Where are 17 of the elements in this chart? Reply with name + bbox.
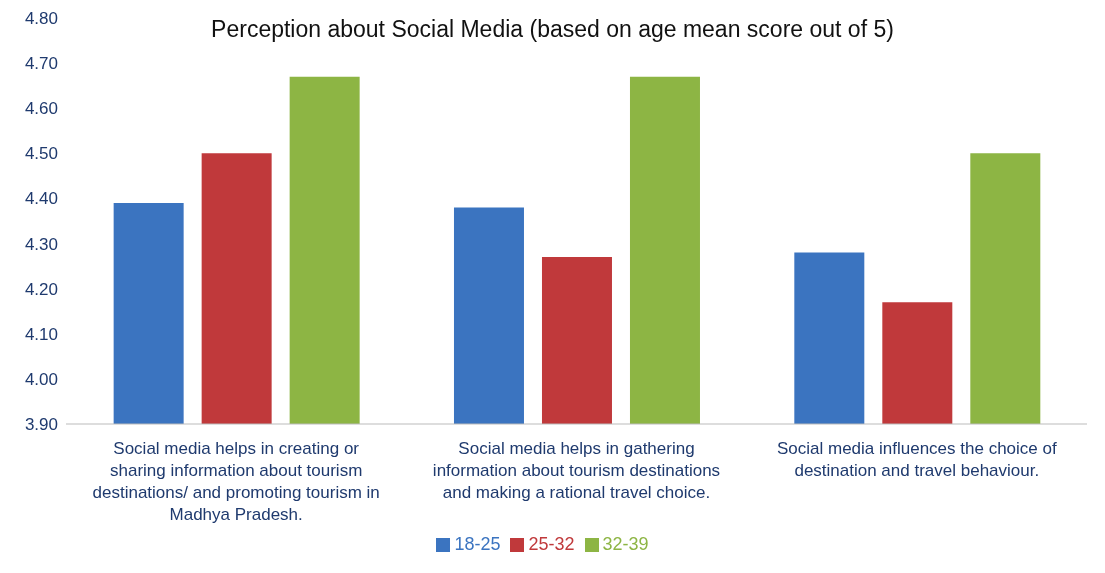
y-tick-label: 4.00 xyxy=(24,369,58,389)
y-tick-label: 4.30 xyxy=(24,234,58,254)
legend-label: 18-25 xyxy=(454,534,501,554)
y-tick-label: 4.50 xyxy=(24,144,58,164)
y-tick-label: 4.10 xyxy=(24,324,58,344)
y-tick-label: 4.40 xyxy=(24,189,58,209)
y-tick-label: 3.90 xyxy=(24,415,58,435)
x-tick-label: Social media influences the choice of destination and travel behaviour. xyxy=(776,439,1057,480)
y-tick-label: 4.70 xyxy=(24,54,58,74)
legend-label: 25-32 xyxy=(528,534,575,554)
x-tick-label: Social media helps in creating or sharing information about tourism destinations/ and promoting tourism in Madhya Pradesh. xyxy=(92,439,380,524)
legend-label: 32-39 xyxy=(602,534,649,554)
y-tick-label: 4.20 xyxy=(24,279,58,299)
y-tick-label: 4.60 xyxy=(24,99,58,119)
y-tick-label: 4.80 xyxy=(24,9,58,29)
chart-title: Perception about Social Media (based on age mean score out of 5) xyxy=(211,16,894,42)
x-tick-label: Social media helps in gathering information about tourism destinations and making a rational travel choice. xyxy=(432,439,721,502)
